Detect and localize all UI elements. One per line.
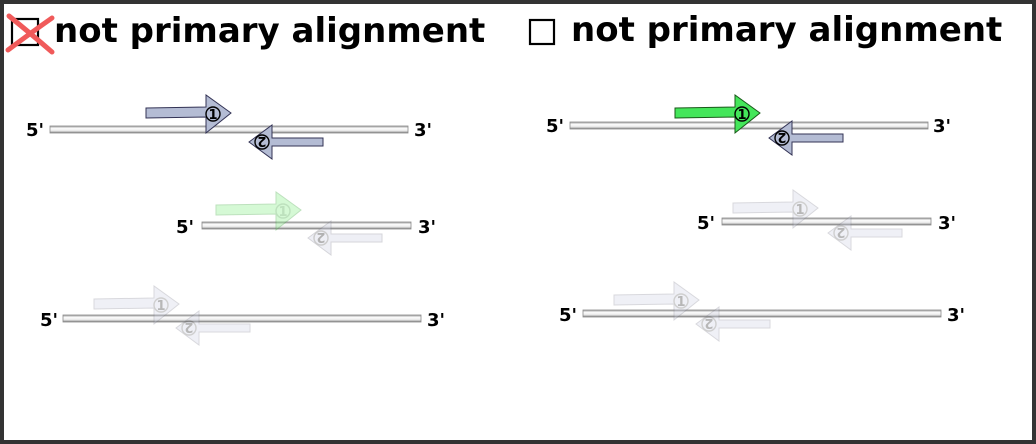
reference-strand bbox=[721, 217, 932, 226]
left-row-3: 5' 3' 1 2 bbox=[40, 285, 445, 346]
left-panel: not primary alignment 5' 3' 1 2 5' bbox=[5, 11, 485, 346]
read-1-arrow-faded: 1 bbox=[732, 189, 819, 229]
five-prime-label: 5' bbox=[26, 120, 44, 141]
read-2-number: 2 bbox=[257, 133, 266, 148]
reference-strand bbox=[201, 221, 412, 230]
left-row-1: 5' 3' 1 2 bbox=[26, 94, 432, 160]
three-prime-label: 3' bbox=[414, 120, 432, 141]
five-prime-label: 5' bbox=[559, 305, 577, 326]
read-2-arrow-faded: 2 bbox=[175, 310, 251, 346]
read-2-arrow-faded: 2 bbox=[827, 215, 903, 251]
five-prime-label: 5' bbox=[176, 217, 194, 238]
right-row-1: 5' 3' 1 2 bbox=[546, 94, 951, 156]
read-2-arrow: 2 bbox=[768, 120, 844, 156]
right-panel: not primary alignment 5' 3' 1 2 5' bbox=[528, 10, 1002, 342]
left-heading: not primary alignment bbox=[54, 11, 485, 51]
read-1-arrow-faded: 1 bbox=[613, 281, 700, 321]
read-2-number: 2 bbox=[184, 319, 193, 334]
five-prime-label: 5' bbox=[546, 116, 564, 137]
read-1-number: 1 bbox=[795, 203, 804, 218]
reference-strand bbox=[582, 309, 942, 318]
read-2-arrow: 2 bbox=[248, 124, 324, 160]
read-1-arrow: 1 bbox=[145, 94, 232, 134]
three-prime-label: 3' bbox=[933, 116, 951, 137]
three-prime-label: 3' bbox=[938, 213, 956, 234]
read-2-number: 2 bbox=[316, 229, 325, 244]
read-1-number: 1 bbox=[156, 299, 165, 314]
read-2-arrow-faded: 2 bbox=[695, 306, 771, 342]
right-row-3: 5' 3' 1 2 bbox=[559, 281, 965, 342]
right-row-2: 5' 3' 1 2 bbox=[697, 189, 956, 251]
read-1-arrow-faded: 1 bbox=[93, 285, 180, 325]
reference-strand bbox=[49, 125, 409, 134]
read-1-number: 1 bbox=[208, 108, 217, 123]
read-1-number: 1 bbox=[278, 205, 287, 220]
right-checkbox[interactable] bbox=[528, 18, 556, 46]
five-prime-label: 5' bbox=[697, 213, 715, 234]
read-1-arrow-highlighted: 1 bbox=[674, 94, 761, 134]
read-2-number: 2 bbox=[704, 315, 713, 330]
three-prime-label: 3' bbox=[427, 310, 445, 331]
five-prime-label: 5' bbox=[40, 310, 58, 331]
read-1-number: 1 bbox=[737, 108, 746, 123]
three-prime-label: 3' bbox=[418, 217, 436, 238]
left-checkbox[interactable] bbox=[5, 13, 55, 55]
read-2-number: 2 bbox=[836, 224, 845, 239]
right-heading: not primary alignment bbox=[571, 10, 1002, 50]
read-2-arrow-faded: 2 bbox=[307, 220, 383, 256]
reference-strand bbox=[62, 314, 422, 323]
read-2-number: 2 bbox=[777, 129, 786, 144]
read-1-number: 1 bbox=[676, 295, 685, 310]
three-prime-label: 3' bbox=[947, 305, 965, 326]
reference-strand bbox=[569, 121, 929, 130]
read-1-arrow-faded: 1 bbox=[215, 191, 302, 231]
left-row-2: 5' 3' 1 2 bbox=[176, 191, 436, 256]
cross-icon bbox=[5, 13, 55, 55]
